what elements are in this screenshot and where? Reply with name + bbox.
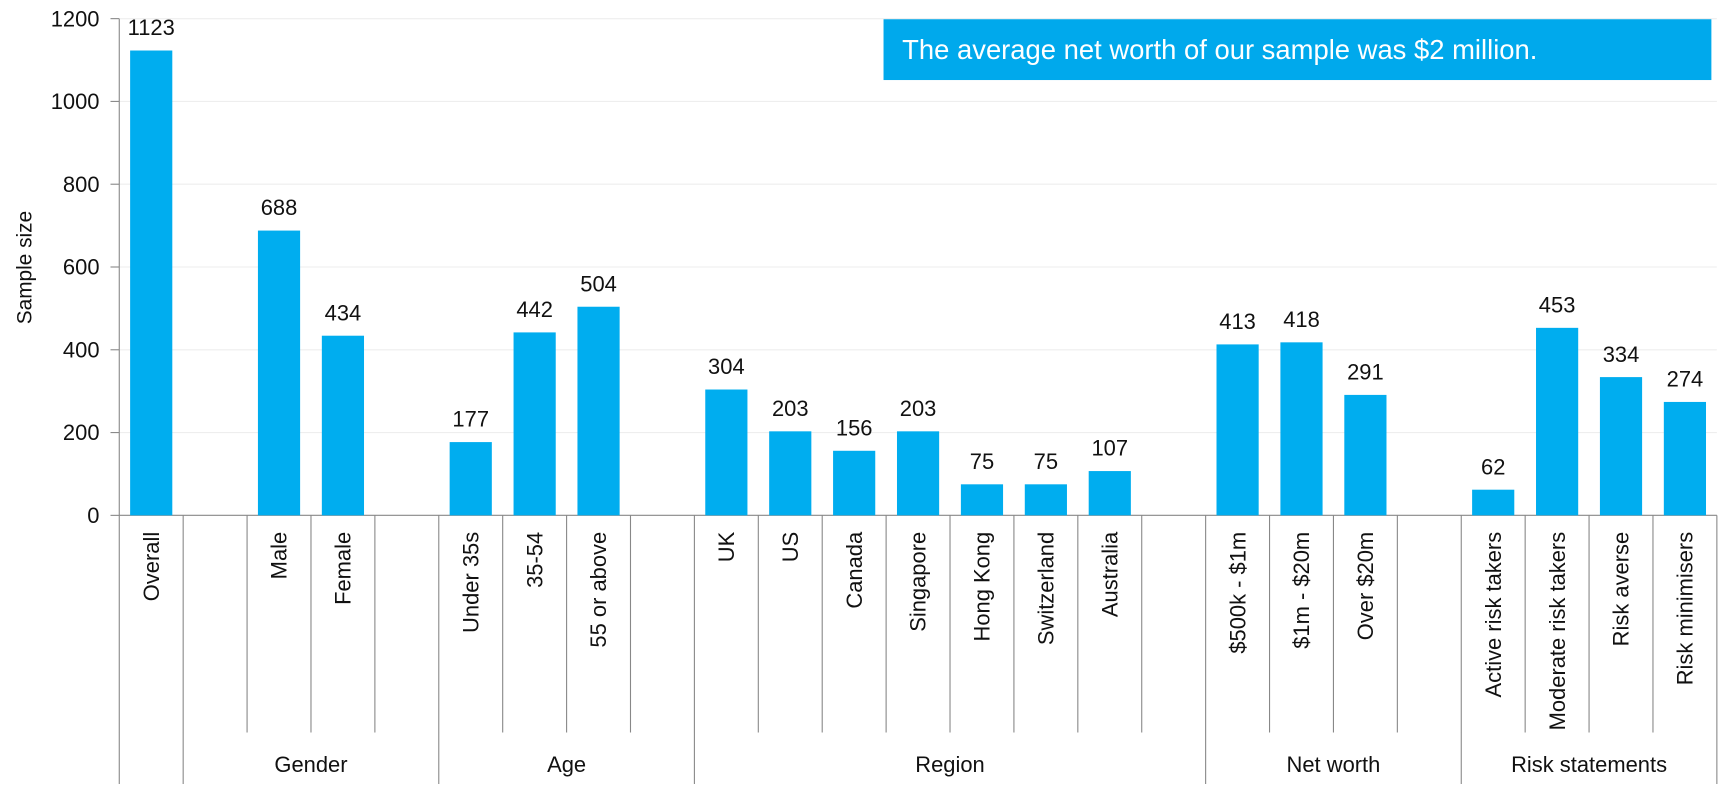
value-label: 304 [708, 354, 745, 379]
x-tick-label: Hong Kong [970, 532, 995, 642]
x-tick-label: Switzerland [1034, 532, 1059, 645]
x-tick-label: Risk averse [1609, 532, 1634, 647]
bar [705, 389, 748, 516]
y-tick-label: 0 [87, 503, 99, 528]
value-label: 203 [900, 396, 937, 421]
bar [1663, 401, 1707, 516]
bar [1280, 342, 1323, 516]
x-tick-label: Under 35s [458, 532, 483, 633]
annotation: The average net worth of our sample was … [902, 34, 1537, 65]
bar [1472, 489, 1515, 516]
x-tick-label: Over $20m [1353, 532, 1378, 640]
value-label: 291 [1347, 360, 1384, 385]
value-label: 177 [452, 407, 489, 432]
x-tick-label: US [778, 532, 803, 562]
bar [769, 431, 812, 516]
bar [833, 450, 876, 516]
y-axis-label: Sample size [14, 211, 37, 324]
x-tick-label: Australia [1097, 531, 1122, 617]
x-tick-label: Canada [842, 531, 867, 609]
value-label: 156 [836, 415, 873, 440]
x-tick-label: 35-54 [522, 532, 547, 588]
value-label: 203 [772, 396, 809, 421]
group-label: Age [547, 752, 586, 777]
value-label: 688 [261, 195, 298, 220]
x-tick-label: Singapore [906, 532, 931, 632]
x-tick-label: $1m - $20m [1289, 532, 1314, 649]
value-label: 504 [580, 271, 617, 296]
value-label: 75 [1034, 449, 1058, 474]
x-tick-label: Active risk takers [1481, 532, 1506, 698]
bar [321, 335, 365, 516]
bar [130, 50, 173, 516]
x-tick-label: Moderate risk takers [1545, 532, 1570, 731]
x-tick-label: Female [331, 532, 356, 605]
annotation-box [883, 18, 1712, 81]
x-tick-label: Risk minimisers [1673, 532, 1698, 685]
y-tick-label: 200 [63, 420, 100, 445]
y-tick-label: 1000 [51, 89, 100, 114]
value-label: 1123 [128, 15, 175, 40]
group-label: Region [915, 752, 984, 777]
y-tick-label: 600 [63, 255, 100, 280]
y-tick-label: 1200 [51, 6, 100, 31]
value-label: 107 [1091, 436, 1128, 461]
group-label: Gender [274, 752, 347, 777]
bar [449, 442, 492, 516]
bar [577, 306, 620, 516]
value-label: 418 [1283, 307, 1320, 332]
x-tick-label: $500k - $1m [1225, 532, 1250, 654]
group-label: Risk statements [1511, 752, 1667, 777]
bar [896, 431, 940, 516]
value-label: 274 [1667, 367, 1704, 392]
bar [513, 332, 556, 516]
x-tick-label: UK [714, 531, 739, 562]
bar [960, 484, 1004, 516]
x-tick-label: Overall [139, 532, 164, 601]
bar [1536, 327, 1579, 516]
bar [1216, 344, 1259, 516]
group-label: Net worth [1287, 752, 1381, 777]
x-tick-label: Male [267, 532, 292, 580]
bar [1599, 377, 1643, 516]
value-label: 75 [970, 449, 994, 474]
y-tick-label: 400 [63, 337, 100, 362]
bar [257, 230, 301, 516]
value-label: 442 [516, 297, 553, 322]
bar [1024, 484, 1067, 516]
value-label: 413 [1219, 309, 1256, 334]
value-label: 453 [1539, 292, 1576, 317]
bar [1088, 471, 1131, 516]
x-tick-label: 55 or above [586, 532, 611, 648]
y-tick-label: 800 [63, 172, 100, 197]
bar [1344, 394, 1387, 516]
value-label: 62 [1481, 454, 1505, 479]
value-label: 434 [325, 300, 362, 325]
value-label: 334 [1603, 342, 1640, 367]
